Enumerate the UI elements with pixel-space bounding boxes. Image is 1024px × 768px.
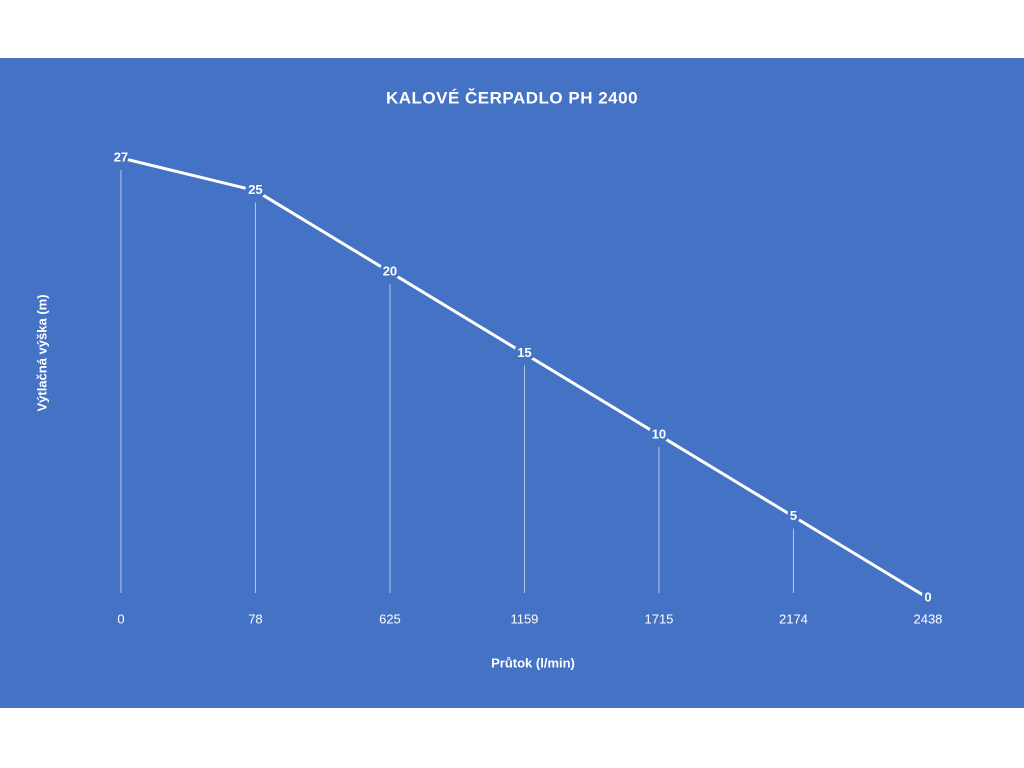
y-axis-title: Výtlačná výška (m) [34, 294, 49, 411]
x-tick-label: 1159 [510, 611, 538, 626]
data-label: 5 [790, 508, 797, 523]
data-label: 10 [652, 426, 666, 441]
chart-background [0, 58, 1024, 708]
x-tick-label: 1715 [644, 611, 673, 626]
x-axis-title: Průtok (l/min) [491, 655, 575, 670]
data-label: 15 [517, 345, 531, 360]
chart-title: KALOVÉ ČERPADLO PH 2400 [386, 88, 638, 107]
data-label: 0 [924, 589, 931, 604]
x-tick-label: 2174 [779, 611, 808, 626]
x-tick-label: 78 [248, 611, 262, 626]
line-series [120, 156, 929, 600]
x-tick-label: 2438 [913, 611, 942, 626]
data-label: 27 [114, 149, 128, 164]
x-tick-label: 0 [117, 611, 124, 626]
data-label: 20 [383, 264, 397, 279]
x-tick-label: 625 [379, 611, 401, 626]
data-label: 25 [248, 182, 262, 197]
